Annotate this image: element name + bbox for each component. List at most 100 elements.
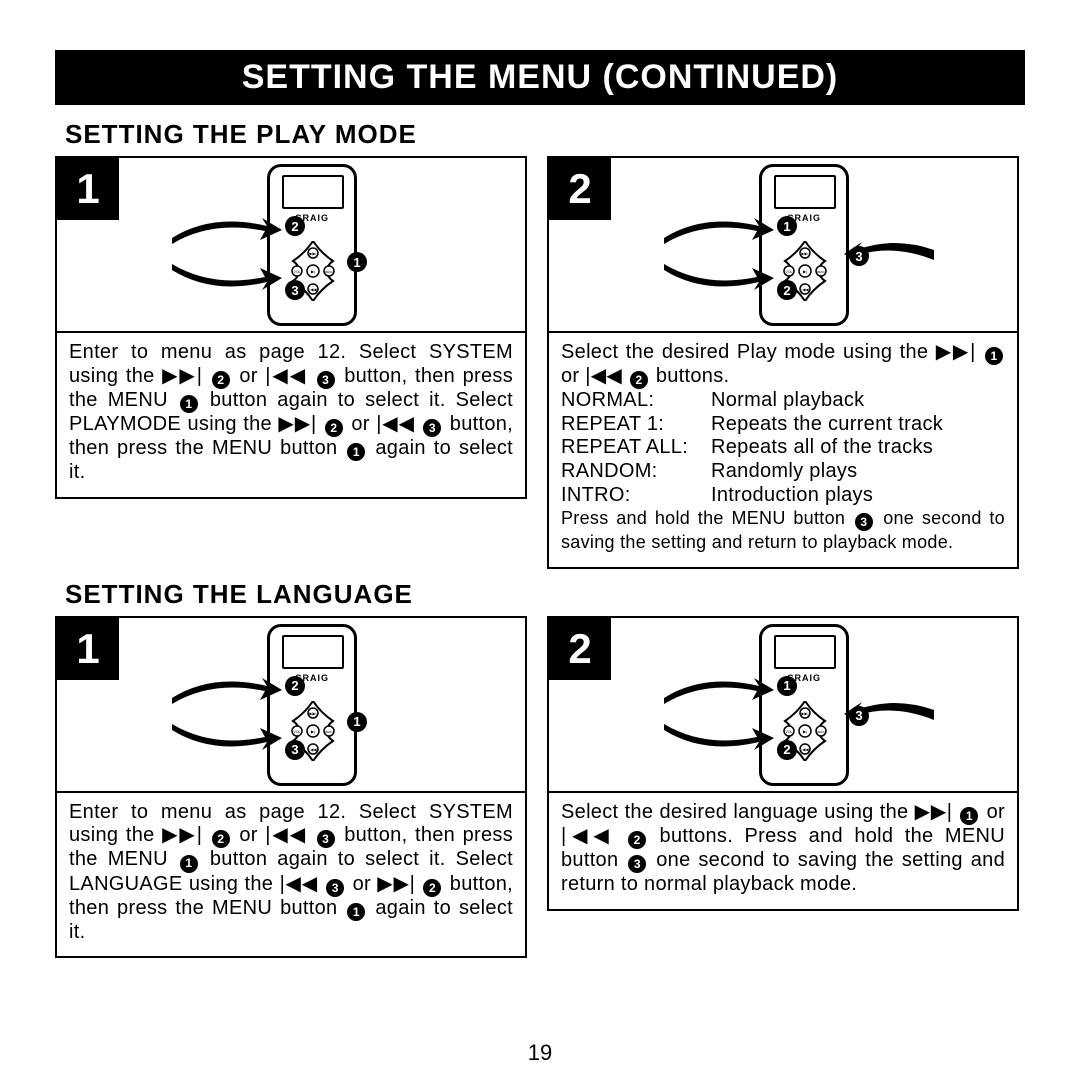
device-brand: CRAIG (762, 213, 846, 223)
section-heading-playmode: SETTING THE PLAY MODE (65, 119, 1025, 150)
mode-row: REPEAT 1:Repeats the current track (561, 413, 1005, 437)
ref-bubble: 2 (212, 830, 230, 848)
text: Select the desired language using the (561, 801, 915, 823)
svg-text:|◀◀: |◀◀ (801, 747, 809, 752)
ref-bubble: 3 (317, 830, 335, 848)
ref-bubble: 3 (326, 879, 344, 897)
svg-text:▶▶|: ▶▶| (801, 711, 808, 716)
device-screen (282, 635, 344, 669)
svg-text:|◀◀: |◀◀ (309, 287, 317, 292)
text: one second to saving the setting and ret… (561, 849, 1005, 895)
text: or (351, 413, 369, 435)
callout-bubble: 1 (777, 676, 797, 696)
prev-track-icon: |◀◀ (280, 873, 318, 895)
callout-bubble: 2 (777, 740, 797, 760)
next-track-icon: ▶▶| (936, 341, 976, 363)
mode-val: Repeats the current track (711, 413, 943, 437)
device-screen (282, 175, 344, 209)
language-row: 1 CRAIG ▶▶| |◀◀ VOL MENU (55, 616, 1025, 959)
callout-bubble: 2 (285, 216, 305, 236)
pointer-arrow-icon (172, 258, 282, 290)
pointer-arrow-icon (664, 218, 774, 250)
ref-bubble: 1 (180, 855, 198, 873)
step-description: Enter to menu as page 12. Select SYSTEM … (57, 793, 525, 957)
callout-bubble: 3 (849, 246, 869, 266)
playmode-panel-1: 1 CRAIG ▶▶| |◀◀ VOL MENU (55, 156, 527, 499)
pointer-arrow-icon (664, 678, 774, 710)
ref-bubble: 2 (423, 879, 441, 897)
ref-bubble: 3 (855, 513, 873, 531)
svg-text:VOL: VOL (785, 270, 792, 274)
ref-bubble: 2 (212, 371, 230, 389)
callout-bubble: 2 (285, 676, 305, 696)
illustration: 2 CRAIG ▶▶| |◀◀ VOL MENU (549, 618, 1017, 793)
ref-bubble: 1 (347, 903, 365, 921)
mode-val: Normal playback (711, 389, 864, 413)
page-number: 19 (0, 1040, 1080, 1066)
ref-bubble: 1 (180, 395, 198, 413)
ref-bubble: 3 (317, 371, 335, 389)
text: or (239, 365, 265, 387)
playmode-panel-2: 2 CRAIG ▶▶| |◀◀ VOL MENU (547, 156, 1019, 569)
text: or (987, 801, 1005, 823)
pointer-arrow-icon (172, 678, 282, 710)
section-heading-language: SETTING THE LANGUAGE (65, 579, 1025, 610)
svg-text:VOL: VOL (293, 270, 300, 274)
pointer-arrow-icon (664, 258, 774, 290)
svg-text:▶|: ▶| (803, 269, 807, 274)
language-panel-1: 1 CRAIG ▶▶| |◀◀ VOL MENU (55, 616, 527, 959)
callout-bubble: 2 (777, 280, 797, 300)
next-track-icon: ▶▶| (278, 413, 316, 435)
svg-text:▶▶|: ▶▶| (801, 251, 808, 256)
next-track-icon: ▶▶| (162, 365, 202, 387)
step-number: 1 (57, 618, 119, 680)
pointer-arrow-icon (664, 718, 774, 750)
device-brand: CRAIG (762, 673, 846, 683)
mode-key: REPEAT ALL: (561, 436, 711, 460)
callout-bubble: 1 (347, 712, 367, 732)
mode-key: NORMAL: (561, 389, 711, 413)
callout-bubble: 1 (347, 252, 367, 272)
prev-track-icon: |◀◀ (585, 365, 622, 387)
callout-bubble: 3 (285, 280, 305, 300)
prev-track-icon: |◀◀ (265, 365, 307, 387)
device-brand: CRAIG (270, 673, 354, 683)
ref-bubble: 2 (628, 831, 646, 849)
svg-text:VOL: VOL (293, 730, 300, 734)
page-title: SETTING THE MENU (CONTINUED) (55, 50, 1025, 105)
callout-bubble: 3 (285, 740, 305, 760)
ref-bubble: 2 (630, 371, 648, 389)
device-screen (774, 175, 836, 209)
next-track-icon: ▶▶| (162, 824, 202, 846)
mode-key: REPEAT 1: (561, 413, 711, 437)
pointer-arrow-icon (172, 218, 282, 250)
illustration: 1 CRAIG ▶▶| |◀◀ VOL MENU (57, 158, 525, 333)
mode-key: RANDOM: (561, 460, 711, 484)
svg-text:VOL: VOL (785, 730, 792, 734)
svg-text:▶▶|: ▶▶| (309, 711, 316, 716)
svg-text:MENU: MENU (817, 270, 826, 274)
svg-text:MENU: MENU (325, 270, 334, 274)
prev-track-icon: |◀◀ (265, 824, 307, 846)
svg-text:|◀◀: |◀◀ (801, 287, 809, 292)
illustration: 1 CRAIG ▶▶| |◀◀ VOL MENU (57, 618, 525, 793)
text: or (239, 824, 257, 846)
step-description: Select the desired Play mode using the ▶… (549, 333, 1017, 567)
step-description: Select the desired language using the ▶▶… (549, 793, 1017, 909)
svg-text:MENU: MENU (325, 730, 334, 734)
step-number: 1 (57, 158, 119, 220)
device-screen (774, 635, 836, 669)
mode-row: RANDOM:Randomly plays (561, 460, 1005, 484)
mode-row: INTRO:Introduction plays (561, 484, 1005, 508)
ref-bubble: 1 (347, 443, 365, 461)
mode-val: Randomly plays (711, 460, 858, 484)
mode-row: NORMAL:Normal playback (561, 389, 1005, 413)
text: Select the desired Play mode using the (561, 341, 936, 363)
ref-bubble: 2 (325, 419, 343, 437)
svg-text:▶|: ▶| (311, 729, 315, 734)
playmode-row: 1 CRAIG ▶▶| |◀◀ VOL MENU (55, 156, 1025, 569)
svg-text:▶|: ▶| (311, 269, 315, 274)
svg-text:MENU: MENU (817, 730, 826, 734)
language-panel-2: 2 CRAIG ▶▶| |◀◀ VOL MENU (547, 616, 1019, 911)
prev-track-icon: |◀◀ (376, 413, 415, 435)
